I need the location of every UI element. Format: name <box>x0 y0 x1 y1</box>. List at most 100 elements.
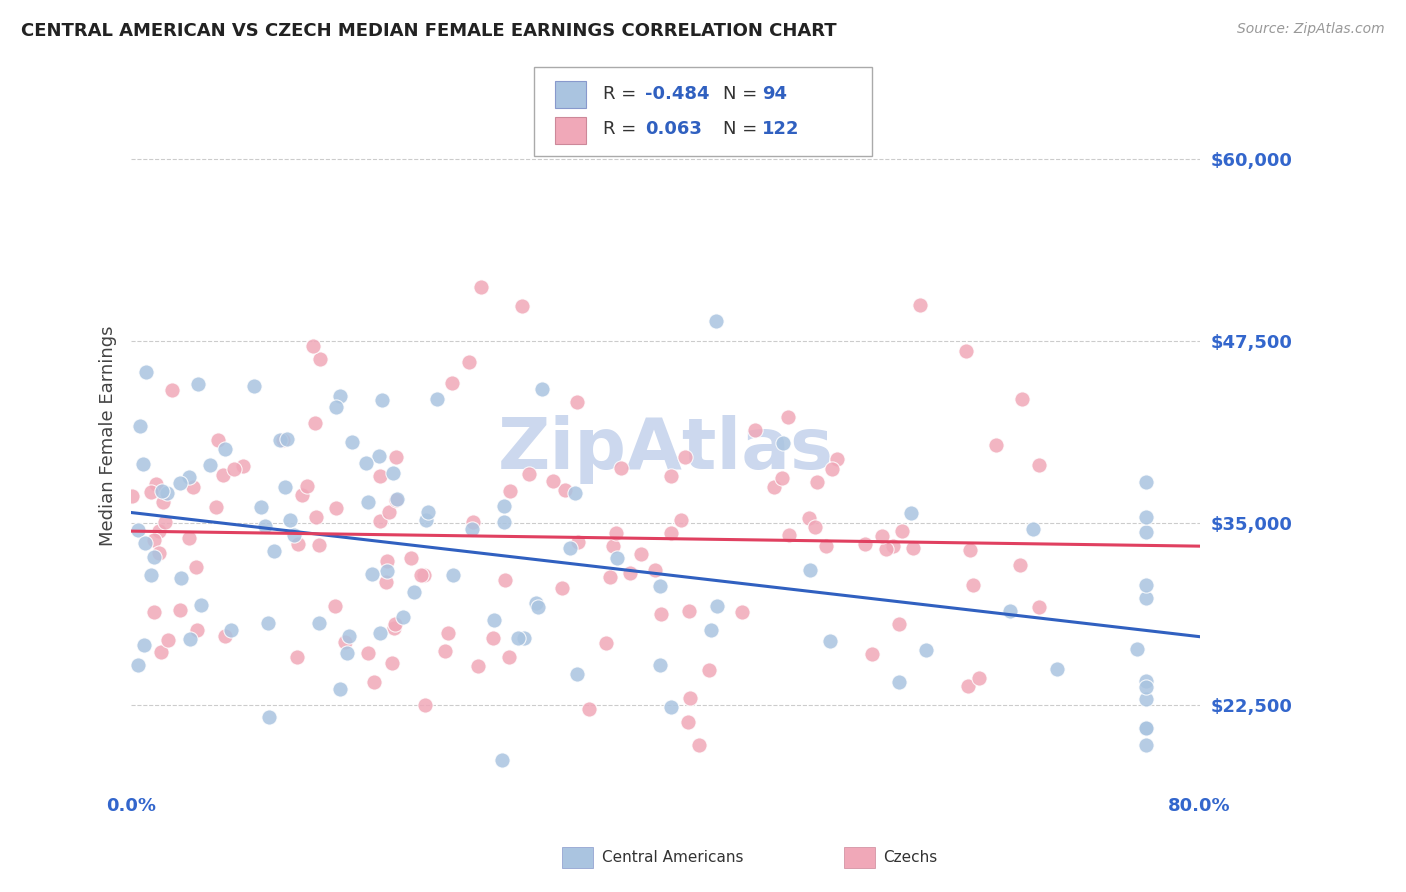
Point <box>778 410 800 425</box>
Point <box>494 574 516 588</box>
Point <box>186 623 208 637</box>
Point <box>399 551 422 566</box>
Point <box>526 600 548 615</box>
Text: N =: N = <box>723 120 762 138</box>
Point <box>661 525 683 540</box>
Point <box>441 376 464 390</box>
Point <box>825 452 848 467</box>
Point <box>143 605 166 619</box>
Point <box>957 679 980 693</box>
Point <box>190 599 212 613</box>
Point <box>145 476 167 491</box>
Point <box>704 314 727 328</box>
Point <box>731 605 754 619</box>
Point <box>1135 577 1157 591</box>
Point <box>375 554 398 568</box>
Point <box>283 528 305 542</box>
Point <box>181 480 204 494</box>
Point <box>356 646 378 660</box>
Point <box>329 389 352 403</box>
Point <box>498 649 520 664</box>
Point <box>770 471 793 485</box>
Point <box>308 615 330 630</box>
Point <box>134 536 156 550</box>
Point <box>900 506 922 520</box>
Point <box>287 537 309 551</box>
Point <box>870 529 893 543</box>
Point <box>309 352 332 367</box>
Point <box>156 633 179 648</box>
Point <box>470 280 492 294</box>
Point <box>578 701 600 715</box>
Point <box>806 475 828 489</box>
Point <box>127 523 149 537</box>
Point <box>263 544 285 558</box>
Point <box>531 382 554 396</box>
Point <box>678 715 700 730</box>
Point <box>259 709 281 723</box>
Point <box>679 691 702 706</box>
Point <box>853 537 876 551</box>
Point <box>875 541 897 556</box>
Point <box>368 468 391 483</box>
Point <box>323 599 346 613</box>
Point <box>232 459 254 474</box>
Point <box>595 636 617 650</box>
Point <box>482 613 505 627</box>
Point <box>1011 392 1033 407</box>
Point <box>659 469 682 483</box>
Point <box>1135 673 1157 688</box>
Point <box>295 479 318 493</box>
Point <box>186 560 208 574</box>
Point <box>602 540 624 554</box>
Point <box>177 531 200 545</box>
Point <box>169 476 191 491</box>
Point <box>860 647 883 661</box>
Point <box>392 610 415 624</box>
Point <box>152 495 174 509</box>
Point <box>1135 524 1157 539</box>
Point <box>599 570 621 584</box>
Point <box>381 656 404 670</box>
Point <box>132 638 155 652</box>
Point <box>460 522 482 536</box>
Text: R =: R = <box>603 85 643 103</box>
Point <box>356 456 378 470</box>
Point <box>150 645 173 659</box>
Point <box>554 483 576 497</box>
Text: Central Americans: Central Americans <box>602 850 744 864</box>
Point <box>815 539 838 553</box>
Point <box>387 491 409 506</box>
Point <box>170 571 193 585</box>
Point <box>804 520 827 534</box>
Point <box>155 486 177 500</box>
Point <box>336 646 359 660</box>
Point <box>150 484 173 499</box>
Point <box>567 534 589 549</box>
Point <box>458 355 481 369</box>
Point <box>416 505 439 519</box>
Point <box>513 631 536 645</box>
Point <box>1126 642 1149 657</box>
Point <box>762 480 785 494</box>
Point <box>179 632 201 647</box>
Point <box>329 682 352 697</box>
Point <box>214 442 236 456</box>
Point <box>360 566 382 581</box>
Point <box>1135 680 1157 694</box>
Point <box>659 699 682 714</box>
Point <box>887 616 910 631</box>
Text: 122: 122 <box>762 120 800 138</box>
Point <box>253 519 276 533</box>
Point <box>890 524 912 538</box>
Point <box>426 392 449 406</box>
Point <box>564 485 586 500</box>
Point <box>139 485 162 500</box>
Text: N =: N = <box>723 85 762 103</box>
Point <box>619 566 641 581</box>
Point <box>1135 591 1157 605</box>
Point <box>385 450 408 465</box>
Point <box>371 393 394 408</box>
Point <box>955 343 977 358</box>
Point <box>169 602 191 616</box>
